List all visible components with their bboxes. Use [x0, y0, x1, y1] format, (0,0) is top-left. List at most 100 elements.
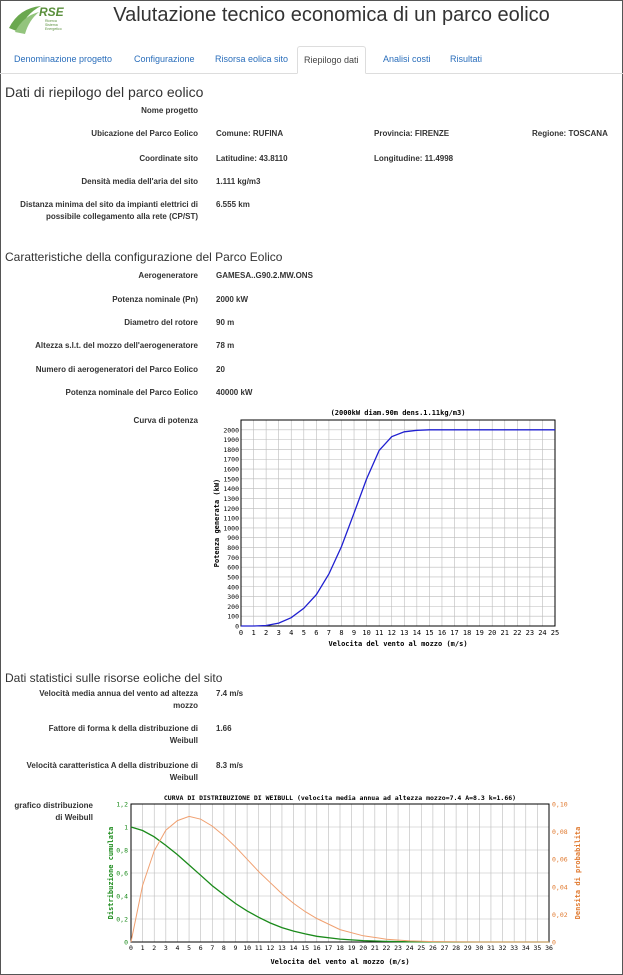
x-tick-label: 33	[510, 944, 518, 952]
y2-tick-label: 0,10	[552, 801, 568, 809]
x-tick-label: 17	[324, 944, 332, 952]
curva-potenza-label: Curva di potenza	[133, 416, 198, 425]
tab-denominazione-progetto[interactable]: Denominazione progetto	[14, 54, 113, 64]
y-tick-label: 100	[227, 613, 239, 621]
summary-section-title: Dati di riepilogo del parco eolico	[5, 84, 204, 100]
x-tick-label: 15	[301, 944, 309, 952]
y-tick-label: 0	[124, 939, 128, 947]
potenza-parco-value: 40000 kW	[216, 388, 253, 397]
y-tick-label: 1800	[223, 446, 239, 454]
x-tick-label: 2	[152, 944, 156, 952]
y-tick-label: 1	[124, 824, 128, 832]
densita-value: 1.111 kg/m3	[216, 177, 261, 186]
provincia-value: Provincia: FIRENZE	[374, 129, 450, 138]
distanza-value: 6.555 km	[216, 200, 250, 209]
rse-logo: RSE Ricerca Sistema Energetico	[9, 5, 65, 34]
potenza-nominale-value: 2000 kW	[216, 295, 249, 304]
y2-tick-label: 0	[552, 939, 556, 947]
x-tick-label: 22	[513, 629, 521, 637]
tab-configurazione[interactable]: Configurazione	[134, 54, 195, 64]
x-tick-label: 15	[425, 629, 433, 637]
x-tick-label: 6	[199, 944, 203, 952]
x-tick-label: 16	[438, 629, 446, 637]
x-tick-label: 17	[450, 629, 458, 637]
plot-area	[240, 419, 556, 627]
x-tick-label: 16	[313, 944, 321, 952]
x-tick-label: 19	[475, 629, 483, 637]
y2-tick-label: 0,04	[552, 883, 568, 891]
power-curve-line	[241, 429, 555, 627]
x-tick-label: 0	[239, 629, 243, 637]
config-section-title: Caratteristiche della configurazione del…	[5, 250, 283, 264]
y-tick-label: 0,4	[116, 893, 128, 901]
x-tick-label: 30	[475, 944, 483, 952]
y-tick-label: 500	[227, 573, 239, 581]
grafico-weibull-label-line1: grafico distribuzione	[14, 801, 93, 810]
y-tick-label: 2000	[223, 426, 239, 434]
x-tick-label: 4	[175, 944, 179, 952]
plot-border	[130, 803, 550, 943]
x-tick-label: 18	[336, 944, 344, 952]
y-tick-label: 1900	[223, 436, 239, 444]
y-tick-label: 200	[227, 603, 239, 611]
nome-progetto-label: Nome progetto	[141, 106, 198, 115]
x-tick-label: 24	[406, 944, 414, 952]
potenza-parco-label: Potenza nominale del Parco Eolico	[65, 388, 198, 397]
distanza-label-line1: Distanza minima del sito da impianti ele…	[20, 200, 198, 209]
y2-tick-label: 0,06	[552, 856, 568, 864]
x-tick-label: 1	[141, 944, 145, 952]
y-tick-label: 900	[227, 534, 239, 542]
vel-media-label-line2: mozzo	[173, 701, 198, 710]
tab-bar: Denominazione progetto Configurazione Ri…	[0, 46, 623, 74]
stats-section-title: Dati statistici sulle risorse eoliche de…	[5, 671, 223, 685]
logo-subtext-3: Energetico	[45, 27, 62, 31]
diametro-value: 90 m	[216, 318, 235, 327]
tab-risorsa-eolica-sito[interactable]: Risorsa eolica sito	[215, 54, 289, 64]
x-tick-label: 6	[314, 629, 318, 637]
ubicazione-label: Ubicazione del Parco Eolico	[91, 129, 198, 138]
x-tick-label: 24	[538, 629, 546, 637]
tab-risultati[interactable]: Risultati	[450, 54, 483, 64]
potenza-nominale-label: Potenza nominale (Pn)	[112, 295, 198, 304]
x-tick-label: 14	[290, 944, 298, 952]
numero-aerogeneratori-value: 20	[216, 365, 225, 374]
x-tick-label: 5	[302, 629, 306, 637]
tab-riepilogo-dati[interactable]: Riepilogo dati	[297, 46, 366, 74]
x-tick-label: 36	[545, 944, 553, 952]
comune-value: Comune: RUFINA	[216, 129, 284, 138]
x-tick-label: 10	[362, 629, 370, 637]
x-tick-label: 0	[129, 944, 133, 952]
y-tick-label: 600	[227, 564, 239, 572]
x-tick-label: 26	[429, 944, 437, 952]
x-tick-label: 7	[327, 629, 331, 637]
x-axis-label: Velocita del vento al mozzo (m/s)	[270, 958, 409, 966]
distanza-label-line2: possibile collegamento alla rete (CP/ST)	[45, 212, 198, 221]
weibull-distribution-chart: 0 1 2 3 4 5 6 7 8 9 10 11 12 13 14 15 16 17 18 19 20 21 22 23 24…	[107, 794, 582, 966]
vel-car-label-line1: Velocità caratteristica A della distribu…	[26, 761, 198, 770]
coordinate-label: Coordinate sito	[139, 154, 198, 163]
altezza-label: Altezza s.l.t. del mozzo dell'aerogenera…	[35, 341, 198, 350]
power-curve-chart: 0 1 2 3 4 5 6 7 8 9 10 11 12 13 14 15 16 17 18 19 20 21 22 23 24…	[213, 409, 559, 648]
tab-analisi-costi[interactable]: Analisi costi	[383, 54, 431, 64]
x-axis-label: Velocita del vento al mozzo (m/s)	[328, 640, 467, 648]
latitudine-value: Latitudine: 43.8110	[216, 154, 288, 163]
x-tick-label: 13	[278, 944, 286, 952]
y-tick-label: 700	[227, 554, 239, 562]
forma-k-value: 1.66	[216, 724, 232, 733]
plot-border	[240, 419, 556, 627]
y-tick-label: 0	[235, 623, 239, 631]
x-tick-label: 9	[352, 629, 356, 637]
x-tick-label: 20	[488, 629, 496, 637]
vel-media-value: 7.4 m/s	[216, 689, 244, 698]
y-axis-label: Potenza generata (kW)	[213, 479, 221, 568]
logo-subtext-2: Sistema	[45, 23, 58, 27]
logo-subtext-1: Ricerca	[45, 19, 57, 23]
x-tick-label: 23	[526, 629, 534, 637]
x-tick-label: 27	[441, 944, 449, 952]
x-tick-label: 3	[277, 629, 281, 637]
x-tick-label: 25	[551, 629, 559, 637]
x-tick-label: 11	[255, 944, 263, 952]
y-tick-label: 1,2	[116, 801, 128, 809]
x-tick-label: 11	[375, 629, 383, 637]
logo-text: RSE	[39, 5, 65, 19]
